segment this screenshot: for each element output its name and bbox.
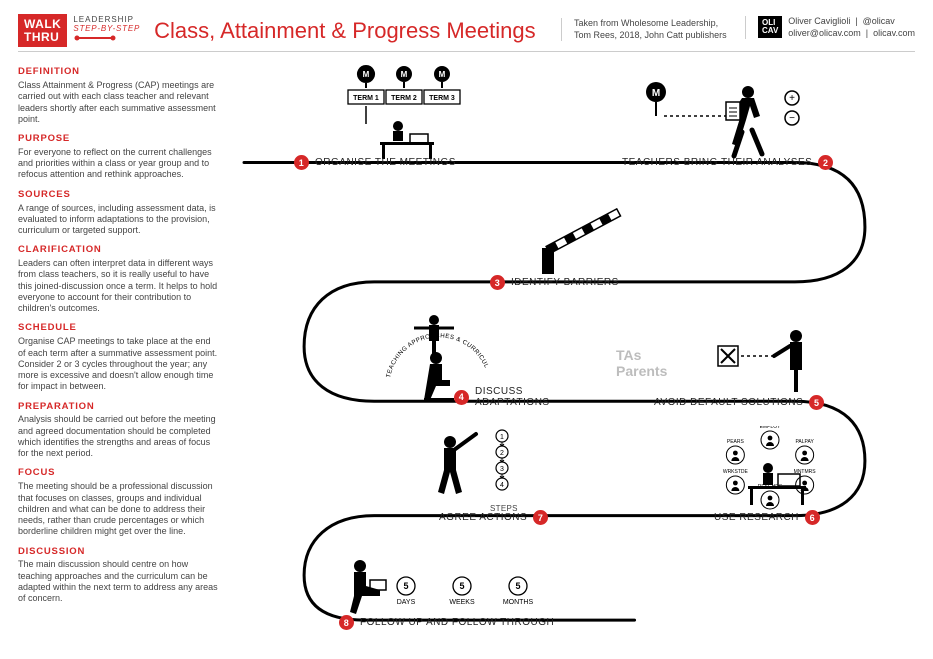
citation: Taken from Wholesome Leadership, Tom Ree… — [561, 18, 731, 41]
sidebar-heading: FOCUS — [18, 467, 218, 479]
sidebar-text: Leaders can often interpret data in diff… — [18, 258, 218, 314]
step-label: IDENTIFY BARRIERS — [511, 277, 619, 288]
svg-text:M: M — [401, 70, 408, 79]
svg-text:WEEKS: WEEKS — [449, 599, 475, 606]
step-3: 3 IDENTIFY BARRIERS — [490, 275, 619, 290]
avoid-glyph — [712, 326, 832, 404]
sidebar-heading: SOURCES — [18, 189, 218, 201]
svg-text:5: 5 — [403, 581, 408, 591]
sidebar-heading: PURPOSE — [18, 133, 218, 145]
svg-text:5: 5 — [459, 581, 464, 591]
step-number: 2 — [818, 155, 833, 170]
credit: OLI CAV Oliver Caviglioli | @olicav oliv… — [745, 16, 915, 39]
svg-text:PALPAY: PALPAY — [795, 439, 814, 445]
svg-text:TERM 2: TERM 2 — [391, 95, 417, 102]
svg-text:M: M — [363, 70, 370, 79]
body: DEFINITION Class Attainment & Progress (C… — [18, 58, 915, 635]
logo-subtitle: LEADERSHIP STEP-BY-STEP — [73, 16, 140, 44]
step-6: USE RESEARCH 6 — [714, 510, 820, 525]
svg-text:2: 2 — [500, 450, 504, 457]
olicav-badge: OLI CAV — [758, 16, 782, 38]
svg-text:MONTHS: MONTHS — [503, 599, 534, 606]
step-label: DISCUSS ADAPTATIONS — [475, 386, 555, 408]
step-5: AVOID DEFAULT SOLUTIONS 5 — [654, 395, 824, 410]
step-label: AGREE ACTIONS — [439, 512, 527, 523]
svg-text:4: 4 — [500, 482, 504, 489]
svg-text:PEARS: PEARS — [727, 439, 745, 445]
step-label: AVOID DEFAULT SOLUTIONS — [654, 397, 803, 408]
logo-block: WALK THRU LEADERSHIP STEP-BY-STEP — [18, 14, 140, 47]
svg-text:5: 5 — [515, 581, 520, 591]
svg-text:M: M — [439, 70, 446, 79]
header: WALK THRU LEADERSHIP STEP-BY-STEP Class,… — [18, 14, 915, 52]
sidebar-text: Class Attainment & Progress (CAP) meetin… — [18, 80, 218, 125]
connector-icon — [73, 34, 117, 42]
svg-text:DAYS: DAYS — [397, 599, 416, 606]
sidebar-heading: DISCUSSION — [18, 546, 218, 558]
research-glyph: PEARSEMPLOYPALPAYMNTMRSRESCHRSWRKSTDE — [690, 426, 850, 518]
citation-line1: Taken from Wholesome Leadership, — [574, 18, 731, 30]
terms-glyph: M M M TERM 1 TERM 2 TERM 3 — [334, 64, 484, 160]
step-number: 4 — [454, 390, 469, 405]
svg-text:1: 1 — [500, 434, 504, 441]
sidebar-text: A range of sources, including assessment… — [18, 203, 218, 237]
logo-line1: WALK — [24, 18, 61, 31]
analyst-glyph: M + − — [644, 78, 814, 160]
page: WALK THRU LEADERSHIP STEP-BY-STEP Class,… — [0, 0, 933, 659]
svg-text:−: − — [789, 113, 795, 124]
svg-text:TERM 3: TERM 3 — [429, 95, 455, 102]
followup-glyph: 5 DAYS 5 WEEKS 5 MONTHS — [342, 556, 602, 622]
step-number: 6 — [805, 510, 820, 525]
step-number: 3 — [490, 275, 505, 290]
step-7: AGREE ACTIONS 7 — [439, 510, 548, 525]
tas-parents-annot: TAs Parents — [616, 348, 667, 379]
step-number: 5 — [809, 395, 824, 410]
agree-glyph: 1 2 3 4 — [424, 428, 544, 518]
svg-text:+: + — [789, 93, 795, 104]
svg-text:M: M — [652, 88, 660, 99]
sidebar-heading: SCHEDULE — [18, 322, 218, 334]
barrier-glyph — [534, 208, 644, 278]
sidebar-text: For everyone to reflect on the current c… — [18, 147, 218, 181]
logo-line2: THRU — [24, 31, 61, 44]
step-8: 8 FOLLOW UP AND FOLLOW THROUGH — [339, 615, 554, 630]
svg-text:TERM 1: TERM 1 — [353, 95, 379, 102]
sidebar: DEFINITION Class Attainment & Progress (C… — [18, 58, 224, 635]
step-label: TEACHERS BRING THEIR ANALYSES — [622, 157, 812, 168]
step-number: 1 — [294, 155, 309, 170]
sidebar-heading: DEFINITION — [18, 66, 218, 78]
sidebar-text: The meeting should be a professional dis… — [18, 481, 218, 537]
sidebar-heading: PREPARATION — [18, 401, 218, 413]
credit-text: Oliver Caviglioli | @olicav oliver@olica… — [788, 16, 915, 39]
diagram-canvas: M M M TERM 1 TERM 2 TERM 3 — [234, 58, 915, 635]
svg-text:WRKSTDE: WRKSTDE — [723, 469, 749, 475]
svg-text:3: 3 — [500, 466, 504, 473]
step-label: ORGANISE THE MEETINGS — [315, 157, 456, 168]
citation-line2: Tom Rees, 2018, John Catt publishers — [574, 30, 731, 42]
sidebar-text: Analysis should be carried out before th… — [18, 414, 218, 459]
sidebar-heading: CLARIFICATION — [18, 244, 218, 256]
logo-sub2: STEP-BY-STEP — [73, 25, 140, 34]
step-number: 8 — [339, 615, 354, 630]
page-title: Class, Attainment & Progress Meetings — [154, 18, 547, 44]
step-4: 4 DISCUSS ADAPTATIONS — [454, 386, 555, 408]
walkthru-logo: WALK THRU — [18, 14, 67, 47]
step-label: USE RESEARCH — [714, 512, 799, 523]
step-1: 1 ORGANISE THE MEETINGS — [294, 155, 456, 170]
sidebar-text: Organise CAP meetings to take place at t… — [18, 336, 218, 392]
step-label: FOLLOW UP AND FOLLOW THROUGH — [360, 617, 554, 628]
svg-text:EMPLOY: EMPLOY — [760, 426, 782, 430]
step-2: TEACHERS BRING THEIR ANALYSES 2 — [622, 155, 833, 170]
sidebar-text: The main discussion should centre on how… — [18, 559, 218, 604]
step-number: 7 — [533, 510, 548, 525]
